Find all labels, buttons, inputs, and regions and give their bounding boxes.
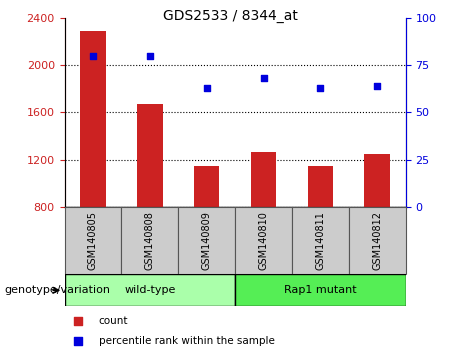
Point <box>260 75 267 81</box>
Text: GSM140809: GSM140809 <box>201 211 212 270</box>
Bar <box>194 166 219 207</box>
Point <box>317 85 324 91</box>
Bar <box>235 207 292 274</box>
Text: genotype/variation: genotype/variation <box>5 285 111 295</box>
Text: GSM140810: GSM140810 <box>259 211 269 270</box>
Point <box>75 338 82 343</box>
Text: percentile rank within the sample: percentile rank within the sample <box>99 336 275 346</box>
Text: GSM140808: GSM140808 <box>145 211 155 270</box>
Bar <box>307 166 333 207</box>
Bar <box>349 207 406 274</box>
Bar <box>80 31 106 207</box>
Bar <box>65 207 121 274</box>
Bar <box>235 274 406 306</box>
Bar <box>137 104 163 207</box>
Point <box>146 53 154 58</box>
Text: GDS2533 / 8344_at: GDS2533 / 8344_at <box>163 9 298 23</box>
Text: GSM140805: GSM140805 <box>88 211 98 270</box>
Text: count: count <box>99 316 128 326</box>
Point <box>203 85 210 91</box>
Text: GSM140812: GSM140812 <box>372 211 382 270</box>
Bar <box>65 274 235 306</box>
Point <box>75 319 82 324</box>
Point <box>89 53 97 58</box>
Bar <box>292 207 349 274</box>
Bar <box>178 207 235 274</box>
Text: GSM140811: GSM140811 <box>315 211 325 270</box>
Text: wild-type: wild-type <box>124 285 176 295</box>
Bar <box>121 207 178 274</box>
Point <box>373 83 381 89</box>
Text: Rap1 mutant: Rap1 mutant <box>284 285 357 295</box>
Bar <box>251 152 276 207</box>
Bar <box>365 154 390 207</box>
